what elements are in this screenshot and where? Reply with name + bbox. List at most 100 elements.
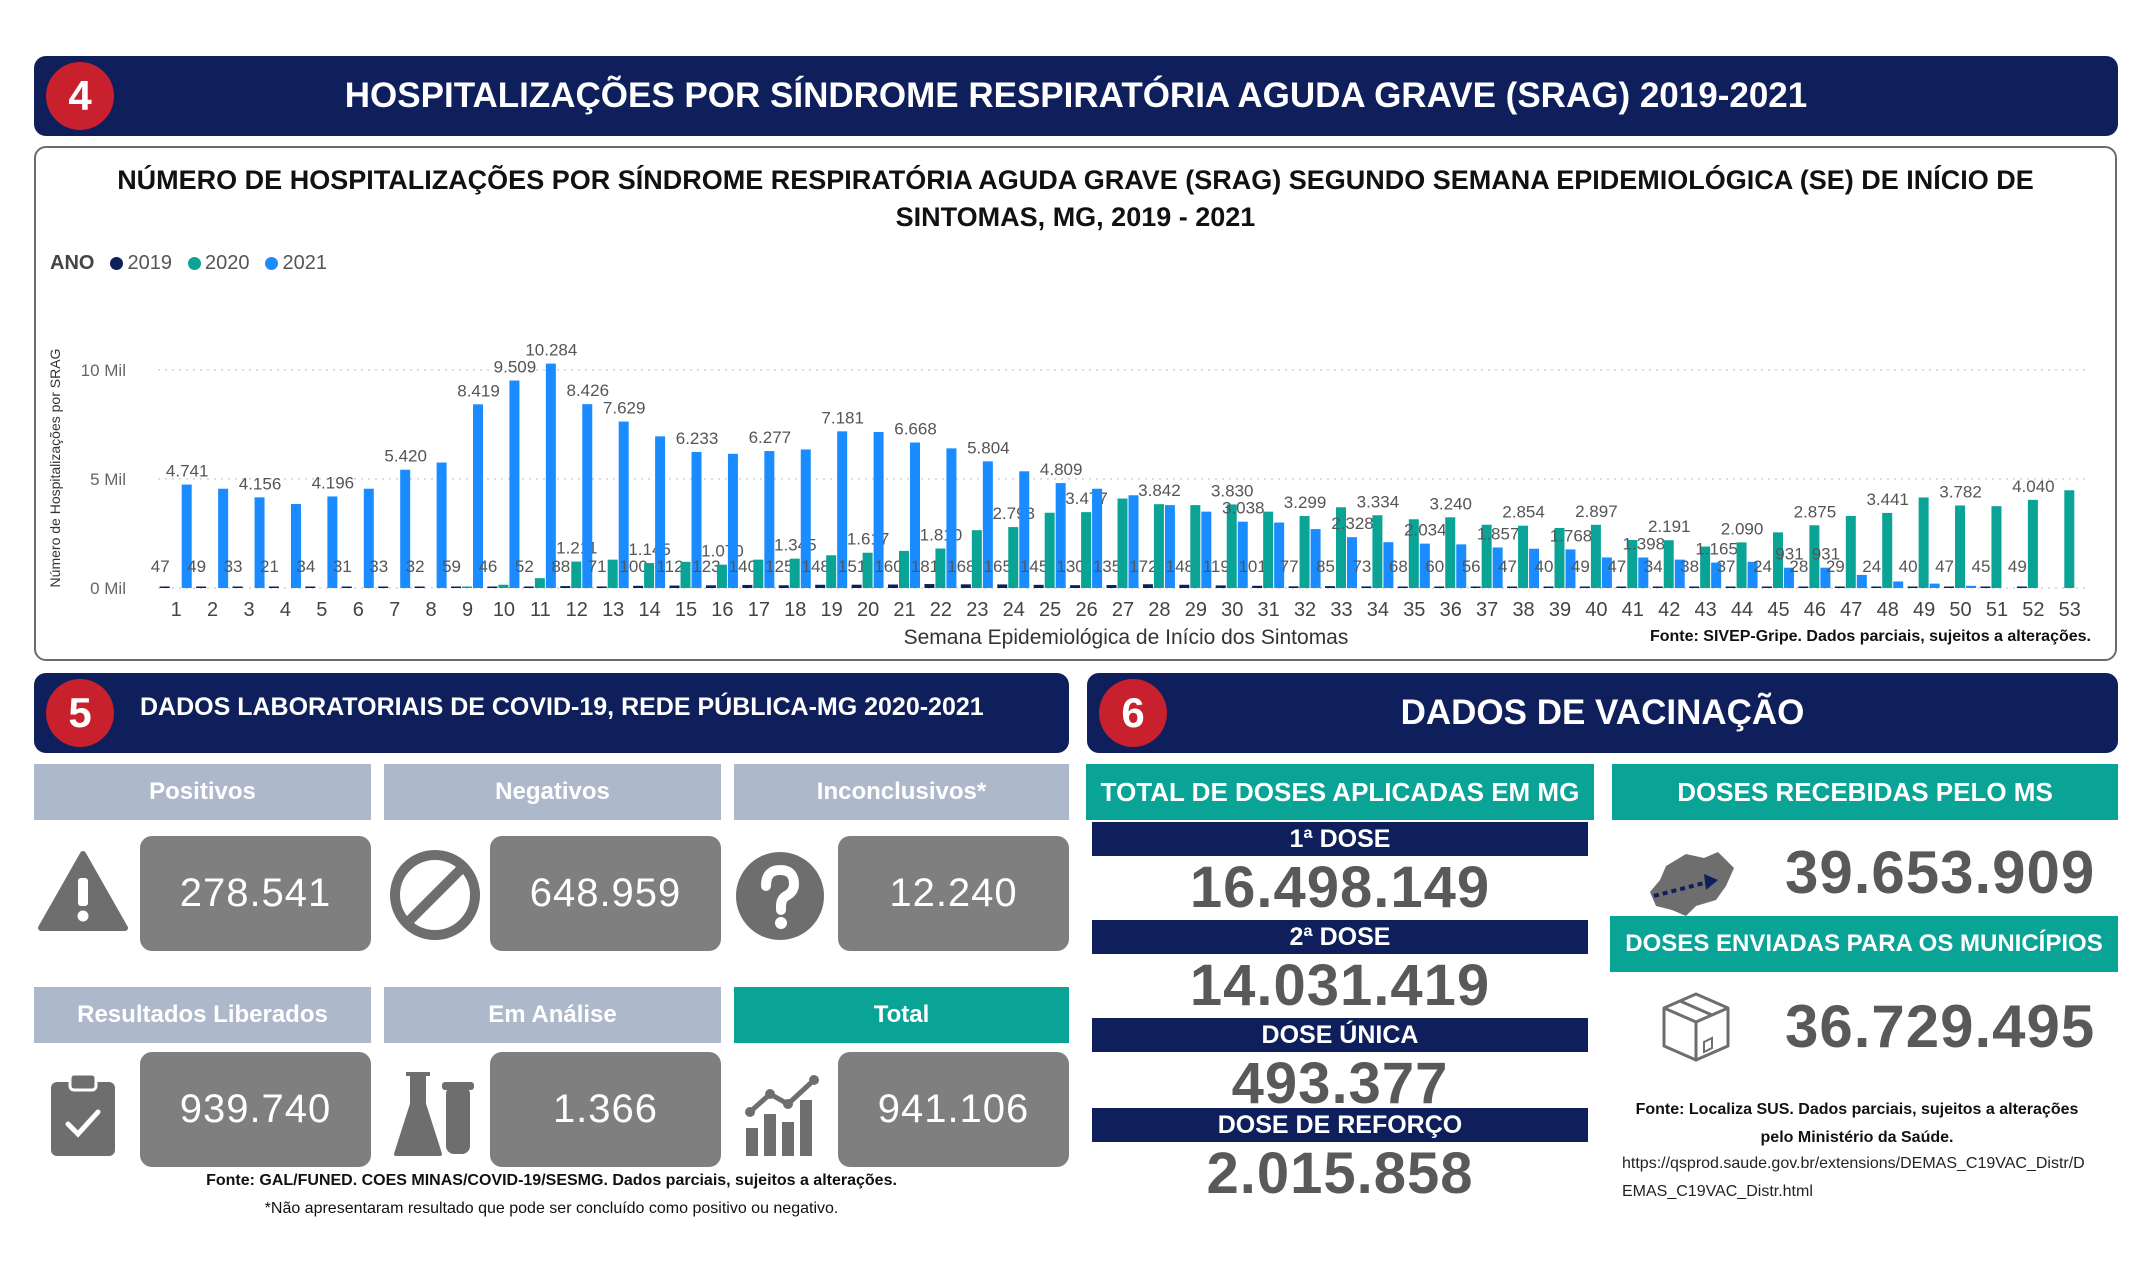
bar-2020-se12[interactable] bbox=[571, 561, 582, 588]
bar-2021-se14[interactable] bbox=[655, 436, 666, 588]
bar-2019-se25[interactable] bbox=[1033, 584, 1044, 588]
bar-2020-se21[interactable] bbox=[899, 550, 910, 588]
bar-2020-se9[interactable] bbox=[462, 586, 473, 589]
bar-2021-se5[interactable] bbox=[327, 496, 338, 588]
bar-2019-se23[interactable] bbox=[960, 584, 971, 588]
bar-2021-se28[interactable] bbox=[1164, 505, 1175, 588]
bar-2019-se10[interactable] bbox=[487, 586, 498, 589]
bar-2020-se16[interactable] bbox=[716, 564, 727, 588]
bar-2021-se1[interactable] bbox=[181, 484, 192, 588]
bar-2021-se40[interactable] bbox=[1601, 557, 1612, 588]
bar-2019-se29[interactable] bbox=[1179, 584, 1190, 588]
bar-2021-se3[interactable] bbox=[254, 497, 265, 588]
bar-2021-se25[interactable] bbox=[1055, 483, 1066, 588]
bar-2020-se49[interactable] bbox=[1918, 497, 1929, 588]
bar-2021-se22[interactable] bbox=[946, 448, 957, 588]
bar-2020-se47[interactable] bbox=[1845, 516, 1856, 588]
bar-2021-se46[interactable] bbox=[1820, 567, 1831, 588]
bar-2021-se15[interactable] bbox=[691, 452, 702, 588]
bar-2021-se6[interactable] bbox=[363, 488, 374, 588]
bar-2019-se46[interactable] bbox=[1798, 586, 1809, 589]
bar-2020-se38[interactable] bbox=[1518, 525, 1529, 588]
bar-2019-se15[interactable] bbox=[669, 585, 680, 588]
bar-2021-se49[interactable] bbox=[1929, 583, 1940, 588]
bar-2019-se38[interactable] bbox=[1507, 586, 1518, 589]
bar-2020-se28[interactable] bbox=[1153, 504, 1164, 588]
bar-2021-se45[interactable] bbox=[1783, 567, 1794, 588]
bar-2019-se22[interactable] bbox=[924, 584, 935, 588]
bar-2019-se3[interactable] bbox=[232, 586, 243, 589]
bar-2020-se37[interactable] bbox=[1481, 524, 1492, 588]
bar-2019-se26[interactable] bbox=[1070, 585, 1081, 588]
bar-2019-se11[interactable] bbox=[523, 586, 534, 589]
bar-2021-se12[interactable] bbox=[582, 404, 593, 588]
bar-2019-se4[interactable] bbox=[268, 586, 279, 589]
bar-2019-se6[interactable] bbox=[341, 586, 352, 589]
bar-2019-se19[interactable] bbox=[815, 584, 826, 588]
bar-2019-se35[interactable] bbox=[1397, 586, 1408, 589]
bar-2019-se13[interactable] bbox=[596, 586, 607, 588]
bar-2019-se16[interactable] bbox=[705, 585, 716, 588]
bar-2019-se1[interactable] bbox=[159, 586, 170, 589]
bar-2021-se35[interactable] bbox=[1419, 543, 1430, 588]
bar-2021-se26[interactable] bbox=[1092, 488, 1103, 588]
bar-2019-se24[interactable] bbox=[997, 584, 1008, 588]
bar-2021-se43[interactable] bbox=[1711, 562, 1722, 588]
bar-2019-se21[interactable] bbox=[888, 584, 899, 588]
bar-2020-se40[interactable] bbox=[1590, 524, 1601, 588]
bar-2020-se30[interactable] bbox=[1226, 504, 1237, 588]
bar-2020-se53[interactable] bbox=[2064, 490, 2075, 588]
bar-2019-se9[interactable] bbox=[451, 586, 462, 589]
bar-2021-se20[interactable] bbox=[873, 432, 884, 588]
bar-2020-se19[interactable] bbox=[826, 555, 837, 588]
bar-2021-se24[interactable] bbox=[1019, 471, 1030, 588]
bar-2019-se30[interactable] bbox=[1215, 585, 1226, 588]
vaccine-url-line1[interactable]: https://qsprod.saude.gov.br/extensions/D… bbox=[1622, 1155, 2085, 1172]
bar-2019-se39[interactable] bbox=[1543, 586, 1554, 589]
bar-2020-se43[interactable] bbox=[1700, 546, 1711, 588]
bar-2020-se44[interactable] bbox=[1736, 542, 1747, 588]
bar-2021-se39[interactable] bbox=[1565, 549, 1576, 588]
bar-2021-se16[interactable] bbox=[727, 453, 738, 588]
bar-2019-se52[interactable] bbox=[2016, 586, 2027, 589]
bar-2021-se8[interactable] bbox=[436, 462, 447, 588]
bar-2019-se45[interactable] bbox=[1761, 586, 1772, 589]
bar-2021-se50[interactable] bbox=[1966, 585, 1977, 588]
bar-2020-se20[interactable] bbox=[862, 552, 873, 588]
bar-2019-se49[interactable] bbox=[1907, 586, 1918, 589]
bar-2019-se31[interactable] bbox=[1252, 585, 1263, 588]
bar-2021-se29[interactable] bbox=[1201, 511, 1212, 588]
bar-2020-se36[interactable] bbox=[1445, 517, 1456, 588]
bar-2019-se17[interactable] bbox=[742, 584, 753, 588]
bar-2021-se18[interactable] bbox=[800, 449, 811, 588]
bar-2019-se7[interactable] bbox=[378, 586, 389, 589]
bar-2020-se17[interactable] bbox=[753, 559, 764, 588]
bar-2021-se23[interactable] bbox=[982, 461, 993, 588]
bar-2021-se41[interactable] bbox=[1638, 557, 1649, 588]
bar-2021-se42[interactable] bbox=[1674, 559, 1685, 588]
bar-2019-se32[interactable] bbox=[1288, 586, 1299, 588]
bar-2019-se14[interactable] bbox=[633, 585, 644, 588]
bar-2019-se44[interactable] bbox=[1725, 586, 1736, 589]
bar-2021-se34[interactable] bbox=[1383, 542, 1394, 588]
bar-2021-se38[interactable] bbox=[1529, 548, 1540, 588]
legend-item-2019[interactable]: 2019 bbox=[110, 252, 172, 275]
bar-2021-se19[interactable] bbox=[837, 431, 848, 588]
vaccine-url-line2[interactable]: EMAS_C19VAC_Distr.html bbox=[1622, 1183, 1813, 1200]
bar-2019-se27[interactable] bbox=[1106, 585, 1117, 588]
bar-2019-se20[interactable] bbox=[851, 584, 862, 588]
bar-2020-se45[interactable] bbox=[1772, 532, 1783, 588]
bar-2020-se29[interactable] bbox=[1190, 505, 1201, 588]
bar-2019-se2[interactable] bbox=[196, 586, 207, 589]
bar-2021-se36[interactable] bbox=[1456, 544, 1467, 588]
bar-2021-se4[interactable] bbox=[290, 504, 301, 588]
bar-2019-se51[interactable] bbox=[1980, 586, 1991, 589]
bar-2021-se37[interactable] bbox=[1492, 547, 1503, 588]
bar-2019-se43[interactable] bbox=[1689, 586, 1700, 589]
bar-2019-se33[interactable] bbox=[1324, 586, 1335, 588]
bar-2021-se31[interactable] bbox=[1274, 522, 1285, 588]
bar-2021-se27[interactable] bbox=[1128, 495, 1139, 588]
bar-2019-se50[interactable] bbox=[1944, 586, 1955, 589]
bar-2020-se24[interactable] bbox=[1008, 527, 1019, 588]
bar-2021-se44[interactable] bbox=[1747, 561, 1758, 588]
